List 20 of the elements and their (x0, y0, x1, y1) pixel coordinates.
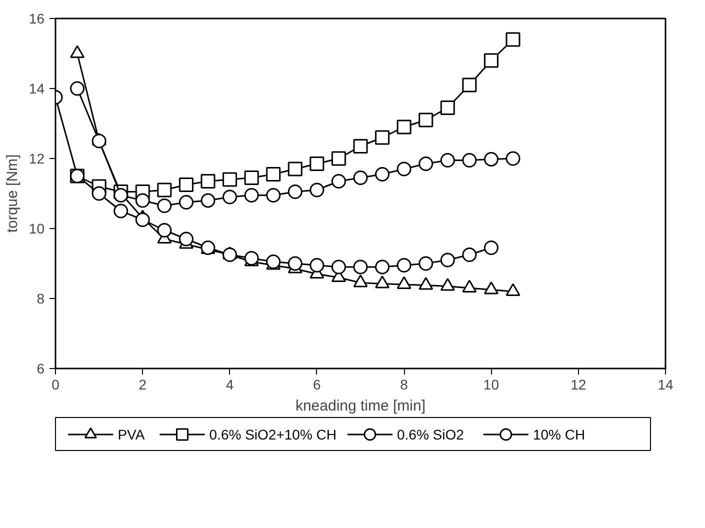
y-tick-label: 12 (28, 150, 45, 166)
legend-label: PVA (118, 426, 146, 442)
legend-label: 10% CH (532, 426, 586, 442)
x-axis-title: kneading time [min] (295, 398, 426, 414)
y-tick-label: 8 (36, 290, 45, 306)
y-tick-label: 10 (28, 220, 45, 236)
y-tick-label: 6 (36, 360, 45, 376)
x-tick-label: 6 (313, 376, 322, 392)
x-tick-label: 2 (138, 376, 147, 392)
x-tick-label: 14 (658, 376, 674, 392)
y-tick-label: 16 (28, 10, 45, 26)
x-tick-label: 4 (226, 376, 234, 392)
y-tick-label: 14 (28, 80, 45, 96)
x-tick-label: 12 (570, 376, 586, 392)
legend-label: 0.6% SiO2+10% CH (209, 426, 337, 442)
x-tick-label: 8 (400, 376, 408, 392)
y-axis-title: torque [Nm] (4, 154, 21, 233)
x-tick-label: 10 (483, 376, 500, 392)
x-tick-label: 0 (52, 376, 60, 392)
legend-label: 0.6% SiO2 (396, 426, 464, 442)
